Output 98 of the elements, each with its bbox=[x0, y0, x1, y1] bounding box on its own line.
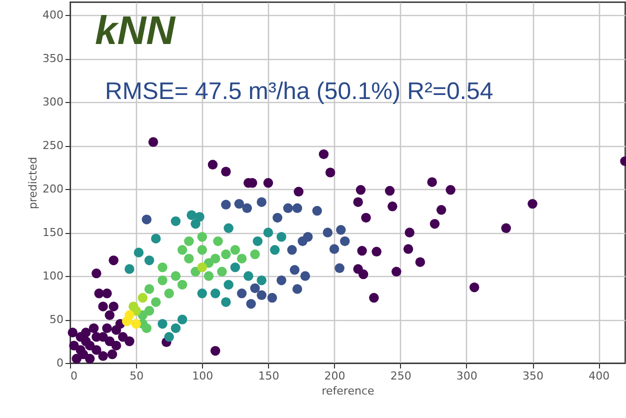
point bbox=[230, 245, 240, 255]
point bbox=[236, 254, 247, 264]
annotation: RMSE= 47.5 m³/ha (50.1%) R²=0.54 bbox=[105, 78, 494, 105]
point bbox=[336, 225, 346, 235]
point bbox=[224, 280, 234, 290]
point bbox=[164, 288, 174, 298]
point bbox=[290, 265, 300, 275]
point bbox=[256, 290, 266, 300]
annotation: kNN bbox=[95, 9, 176, 53]
point bbox=[292, 203, 302, 214]
x-tick-label: 50 bbox=[130, 370, 144, 382]
point bbox=[164, 332, 174, 342]
x-tick-label: 350 bbox=[522, 370, 544, 382]
point bbox=[300, 271, 310, 281]
point bbox=[131, 318, 141, 329]
point bbox=[210, 288, 220, 298]
point bbox=[322, 228, 333, 238]
y-tick-label: 100 bbox=[42, 270, 64, 283]
point bbox=[142, 214, 152, 224]
x-tick-label: 400 bbox=[588, 370, 610, 382]
y-tick-label: 300 bbox=[42, 96, 64, 109]
point bbox=[142, 323, 152, 334]
point bbox=[158, 318, 168, 329]
point bbox=[151, 297, 161, 307]
point bbox=[236, 288, 247, 298]
point bbox=[158, 262, 168, 272]
y-tick-label: 350 bbox=[42, 52, 64, 66]
point bbox=[292, 284, 302, 294]
point bbox=[210, 254, 220, 264]
point bbox=[263, 228, 274, 238]
point bbox=[184, 254, 194, 264]
y-tick-label: 50 bbox=[50, 313, 64, 326]
point bbox=[244, 271, 254, 281]
point bbox=[221, 200, 231, 210]
point bbox=[197, 288, 208, 298]
x-tick-label: 0 bbox=[70, 370, 78, 382]
x-tick-label: 100 bbox=[192, 370, 214, 382]
point bbox=[242, 203, 252, 214]
point bbox=[177, 245, 188, 255]
y-axis-title: predicted bbox=[26, 156, 40, 210]
point bbox=[134, 248, 144, 258]
x-tick-label: 150 bbox=[258, 370, 280, 382]
point bbox=[184, 236, 194, 246]
point bbox=[151, 234, 161, 244]
y-tick-label: 150 bbox=[42, 226, 64, 240]
point bbox=[334, 263, 344, 274]
point bbox=[221, 249, 231, 260]
point bbox=[177, 314, 188, 324]
point bbox=[283, 203, 293, 214]
point bbox=[276, 232, 286, 242]
point bbox=[186, 210, 196, 220]
point bbox=[340, 236, 350, 246]
point bbox=[256, 197, 266, 207]
point bbox=[204, 271, 214, 281]
point bbox=[217, 266, 227, 277]
point bbox=[234, 198, 244, 209]
point bbox=[224, 223, 234, 234]
point bbox=[138, 292, 148, 303]
point bbox=[177, 280, 188, 290]
point bbox=[190, 218, 200, 229]
point bbox=[312, 206, 322, 216]
point bbox=[256, 276, 266, 286]
y-tick-label: 200 bbox=[42, 182, 64, 196]
point bbox=[194, 212, 204, 222]
point bbox=[197, 262, 208, 272]
point bbox=[124, 264, 134, 274]
point bbox=[158, 276, 168, 286]
point bbox=[329, 244, 340, 254]
point bbox=[287, 245, 297, 255]
x-tick-label: 250 bbox=[390, 370, 412, 382]
point bbox=[267, 292, 278, 303]
point bbox=[170, 216, 181, 226]
point bbox=[250, 249, 260, 260]
point bbox=[221, 297, 231, 307]
point bbox=[298, 236, 308, 246]
x-axis-title: reference bbox=[322, 384, 374, 398]
point bbox=[213, 236, 223, 246]
point bbox=[128, 302, 138, 312]
x-tick-label: 200 bbox=[324, 370, 346, 382]
point bbox=[197, 245, 208, 255]
point bbox=[170, 271, 181, 281]
point bbox=[270, 245, 280, 255]
point bbox=[144, 255, 154, 266]
y-tick-label: 0 bbox=[56, 356, 64, 370]
y-tick-label: 250 bbox=[42, 139, 64, 152]
point bbox=[230, 262, 240, 272]
point bbox=[246, 298, 256, 309]
point bbox=[144, 284, 154, 294]
point bbox=[250, 283, 260, 294]
point bbox=[276, 276, 286, 286]
point bbox=[272, 212, 282, 223]
point bbox=[122, 316, 132, 326]
point bbox=[144, 306, 154, 316]
x-tick-label: 300 bbox=[456, 370, 478, 382]
y-tick-label: 400 bbox=[42, 8, 64, 22]
point bbox=[170, 323, 181, 334]
point bbox=[197, 232, 208, 242]
point bbox=[252, 236, 263, 246]
